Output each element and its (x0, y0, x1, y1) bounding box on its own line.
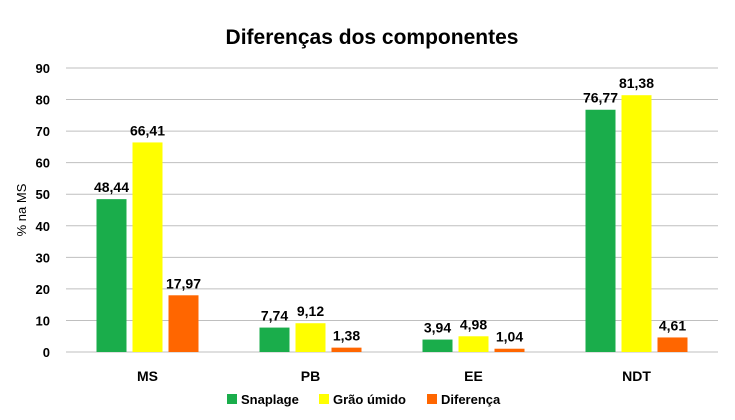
legend-item: Grão úmido (319, 392, 406, 407)
category-label: PB (301, 368, 320, 384)
data-label: 66,41 (130, 122, 165, 138)
gridlines (66, 67, 718, 353)
y-tick-label: 10 (36, 313, 50, 328)
x-axis-categories: MS PB EE NDT (137, 368, 651, 384)
data-label: 1,04 (496, 329, 523, 345)
data-label: 17,97 (166, 275, 201, 291)
y-tick-label: 30 (36, 250, 50, 265)
bar-ee-2 (494, 348, 525, 352)
data-label: 4,98 (460, 316, 487, 332)
data-label: 81,38 (619, 75, 654, 91)
bar-pb-0 (259, 327, 290, 352)
legend-label: Snaplage (241, 392, 299, 407)
bar-ndt-0 (585, 109, 616, 352)
y-tick-label: 50 (36, 187, 50, 202)
data-label: 7,74 (261, 308, 288, 324)
bar-ms-1 (132, 142, 163, 352)
category-label: NDT (622, 368, 651, 384)
bars (96, 95, 688, 352)
data-label: 9,12 (297, 303, 324, 319)
legend-swatch (227, 394, 237, 404)
y-tick-label: 70 (36, 124, 50, 139)
bar-pb-2 (331, 347, 362, 352)
y-tick-label: 40 (36, 219, 50, 234)
y-axis-label: % na MS (14, 183, 29, 236)
bar-pb-1 (295, 323, 326, 352)
y-tick-label: 20 (36, 282, 50, 297)
bar-ms-2 (168, 295, 199, 352)
y-tick-label: 90 (36, 61, 50, 76)
data-labels: 48,44 66,41 17,97 7,74 9,12 1,38 3,94 4,98 1,04 7… (94, 75, 686, 345)
legend-swatch (427, 394, 437, 404)
category-label: MS (137, 368, 158, 384)
category-label: EE (464, 368, 483, 384)
data-label: 48,44 (94, 179, 129, 195)
bar-ee-1 (458, 336, 489, 352)
y-tick-label: 80 (36, 93, 50, 108)
data-label: 4,61 (659, 317, 686, 333)
data-label: 76,77 (583, 90, 618, 106)
data-label: 1,38 (333, 328, 360, 344)
legend-label: Grão úmido (333, 392, 406, 407)
y-tick-label: 60 (36, 156, 50, 171)
legend-label: Diferença (441, 392, 501, 407)
bar-ndt-1 (621, 95, 652, 352)
data-label: 3,94 (424, 320, 451, 336)
bar-ee-0 (422, 339, 453, 352)
legend-item: Diferença (427, 392, 501, 407)
legend: Snaplage Grão úmido Diferença (227, 392, 501, 407)
y-tick-label: 0 (43, 345, 50, 360)
bar-ms-0 (96, 199, 127, 352)
chart-title: Diferenças dos componentes (226, 26, 519, 49)
legend-swatch (319, 394, 329, 404)
bar-ndt-2 (657, 337, 688, 352)
y-axis-ticks: 0 10 20 30 40 50 60 70 80 90 (36, 61, 50, 360)
legend-item: Snaplage (227, 392, 299, 407)
